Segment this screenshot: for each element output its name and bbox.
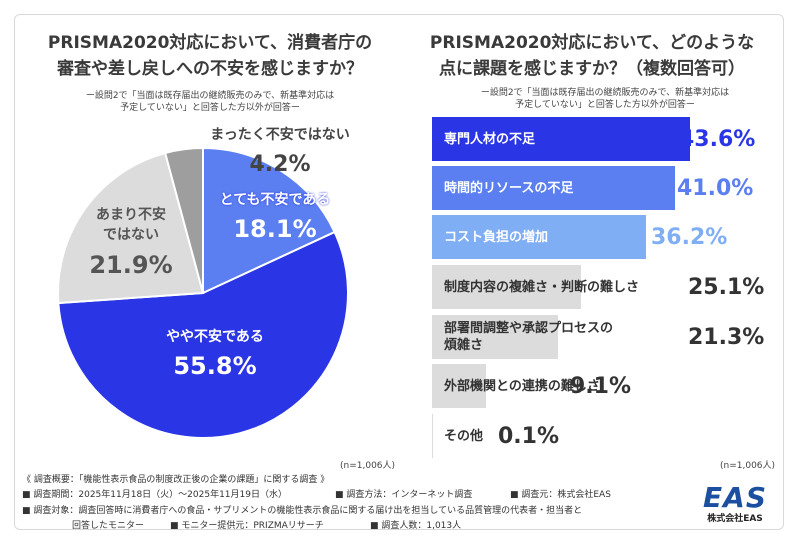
- infographic-frame: [14, 14, 784, 530]
- bar-category-label: 時間的リソースの不足: [444, 180, 574, 196]
- bar-value-label: 41.0%: [677, 175, 754, 201]
- bar-fill: [432, 166, 675, 210]
- bar-row: 専門人材の不足 43.6%: [432, 117, 772, 161]
- right-title-line1: PRISMA2020対応において、どのような: [429, 33, 755, 53]
- bar-value-label: 9.1%: [570, 373, 632, 399]
- pie-label-somewhat: やや不安である 55.8%: [130, 326, 300, 380]
- right-title: PRISMA2020対応において、どのような 点に課題を感じますか？（複数回答可…: [412, 30, 772, 82]
- pie-category-label: まったく不安ではない: [210, 127, 350, 143]
- bar-value-label: 36.2%: [651, 224, 728, 250]
- right-subtitle: ー設問2で「当面は既存届出の継続販売のみで、新基準対応は 予定していない」と回答…: [440, 87, 770, 111]
- left-subtitle-line1: ー設問2で「当面は既存届出の継続販売のみで、新基準対応は: [85, 91, 335, 101]
- bar-row: コスト負担の増加 36.2%: [432, 215, 772, 259]
- left-sample-size: (n=1,006人): [340, 461, 396, 471]
- right-sample-size: (n=1,006人): [720, 461, 776, 471]
- bar-fill: [432, 315, 559, 359]
- bar-fill: [432, 215, 647, 259]
- left-title: PRISMA2020対応において、消費者庁の 審査や差し戻しへの不安を感じますか…: [30, 30, 390, 82]
- pie-slice: [163, 146, 204, 294]
- footer-survey-title: 《 調査概要：「機能性表示食品の制度改正後の企業の課題」に関する調査 》: [22, 475, 330, 485]
- pie-label-very-not: まったく不安ではない 4.2%: [180, 124, 380, 177]
- bar-value-label: 25.1%: [688, 274, 765, 300]
- left-subtitle: ー設問2で「当面は既存届出の継続販売のみで、新基準対応は 予定していない」と回答…: [40, 90, 380, 114]
- left-title-line1: PRISMA2020対応において、消費者庁の: [47, 33, 373, 53]
- left-title-line2: 審査や差し戻しへの不安を感じますか？: [57, 59, 363, 79]
- bar-fill: [432, 117, 690, 161]
- bar-row: 制度内容の複雑さ・判断の難しさ 25.1%: [432, 265, 772, 309]
- bar-category-label: その他: [444, 428, 484, 444]
- bar-category-label: 部署間調整や承認プロセスの煩雑さ: [444, 321, 614, 353]
- footer-survey-target-cont: 回答したモニター: [72, 521, 145, 531]
- right-subtitle-line2: 予定していない」と回答した方以外が回答ー: [515, 100, 695, 110]
- left-subtitle-line2: 予定していない」と回答した方以外が回答ー: [120, 103, 300, 113]
- bar-row: 外部機関との連携の難しさ 9.1%: [432, 364, 772, 408]
- pie-slice: [57, 230, 349, 439]
- bar-category-label: コスト負担の増加: [444, 229, 549, 245]
- pie-label-not-very: あまり不安 ではない 21.9%: [76, 205, 186, 279]
- pie-value-label: 4.2%: [249, 152, 311, 177]
- bar-category-label: 制度内容の複雑さ・判断の難しさ: [444, 279, 640, 295]
- bar-category-label: 専門人材の不足: [444, 131, 536, 147]
- bar-value-label: 0.1%: [498, 423, 560, 449]
- eas-logo-name: 株式会社EAS: [707, 514, 763, 524]
- pie-category-label: あまり不安 ではない: [96, 207, 166, 243]
- bar-fill: [432, 414, 433, 458]
- pie-category-label: やや不安である: [166, 329, 264, 345]
- bar-fill: [432, 364, 486, 408]
- bar-row: 時間的リソースの不足 41.0%: [432, 166, 772, 210]
- bar-row: 部署間調整や承認プロセスの煩雑さ 21.3%: [432, 315, 772, 359]
- pie-value-label: 55.8%: [173, 352, 257, 380]
- pie-value-label: 18.1%: [233, 215, 317, 243]
- pie-slice: [202, 146, 336, 295]
- footer-survey-method: ■ 調査方法：インターネット調査: [335, 490, 473, 500]
- eas-logo: EAS 株式会社EAS: [700, 483, 770, 525]
- footer-respondents: ■ 調査人数：1,013人: [370, 521, 462, 531]
- bar-row: その他 0.1%: [432, 414, 772, 458]
- footer-survey-period: ■ 調査期間：2025年11月18日（火）～2025年11月19日（水）: [22, 490, 287, 500]
- pie-value-label: 21.9%: [89, 251, 173, 279]
- bar-fill: [432, 265, 581, 309]
- right-title-line2: 点に課題を感じますか？（複数回答可）: [439, 59, 745, 79]
- bar-value-label: 43.6%: [679, 126, 756, 152]
- eas-logo-mark: EAS: [703, 481, 767, 514]
- pie-category-label: とても不安である: [219, 192, 331, 208]
- footer-survey-source: ■ 調査元：株式会社EAS: [510, 490, 611, 500]
- footer-monitor-provider: ■ モニター提供元：PRIZMAリサーチ: [170, 521, 324, 531]
- pie-label-very-anxious: とても不安である 18.1%: [200, 189, 350, 243]
- footer-survey-target: ■ 調査対象：調査回答時に消費者庁への食品・サプリメントの機能性表示食品に関する…: [22, 506, 583, 516]
- bar-category-label: 外部機関との連携の難しさ: [444, 378, 600, 394]
- right-subtitle-line1: ー設問2で「当面は既存届出の継続販売のみで、新基準対応は: [480, 88, 730, 98]
- pie-slice: [57, 151, 205, 305]
- bar-value-label: 21.3%: [688, 324, 765, 350]
